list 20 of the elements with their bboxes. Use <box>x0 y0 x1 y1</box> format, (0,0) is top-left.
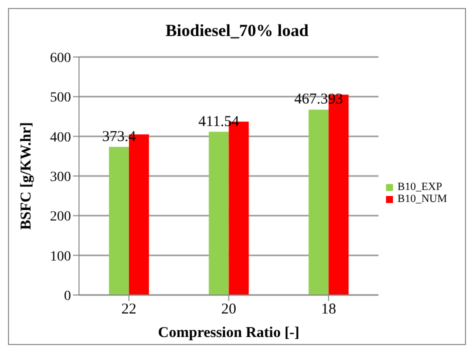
bar <box>308 110 329 295</box>
y-tick-label: 0 <box>64 288 71 304</box>
x-tick-label: 22 <box>121 302 136 318</box>
y-tick-label: 400 <box>50 130 71 146</box>
x-axis-title: Compression Ratio [-] <box>158 325 300 341</box>
y-tick-label: 600 <box>50 50 71 66</box>
y-tick-label: 100 <box>50 249 71 264</box>
y-tick-label: 200 <box>50 210 71 225</box>
y-tick-label: 300 <box>50 170 71 185</box>
data-label: 411.54 <box>198 114 240 130</box>
chart-title: Biodiesel_70% load <box>164 21 310 42</box>
bar <box>208 132 229 295</box>
x-tick-label: 20 <box>221 302 236 318</box>
legend-label: B10_NUM <box>397 193 447 205</box>
x-tick-label: 18 <box>321 302 336 318</box>
data-label: 373.4 <box>102 128 136 145</box>
bar <box>108 146 129 295</box>
y-tick-label: 500 <box>50 90 71 106</box>
legend-label: B10_EXP <box>397 181 442 193</box>
y-axis-title: BSFC [g/KW.hr] <box>18 122 34 230</box>
